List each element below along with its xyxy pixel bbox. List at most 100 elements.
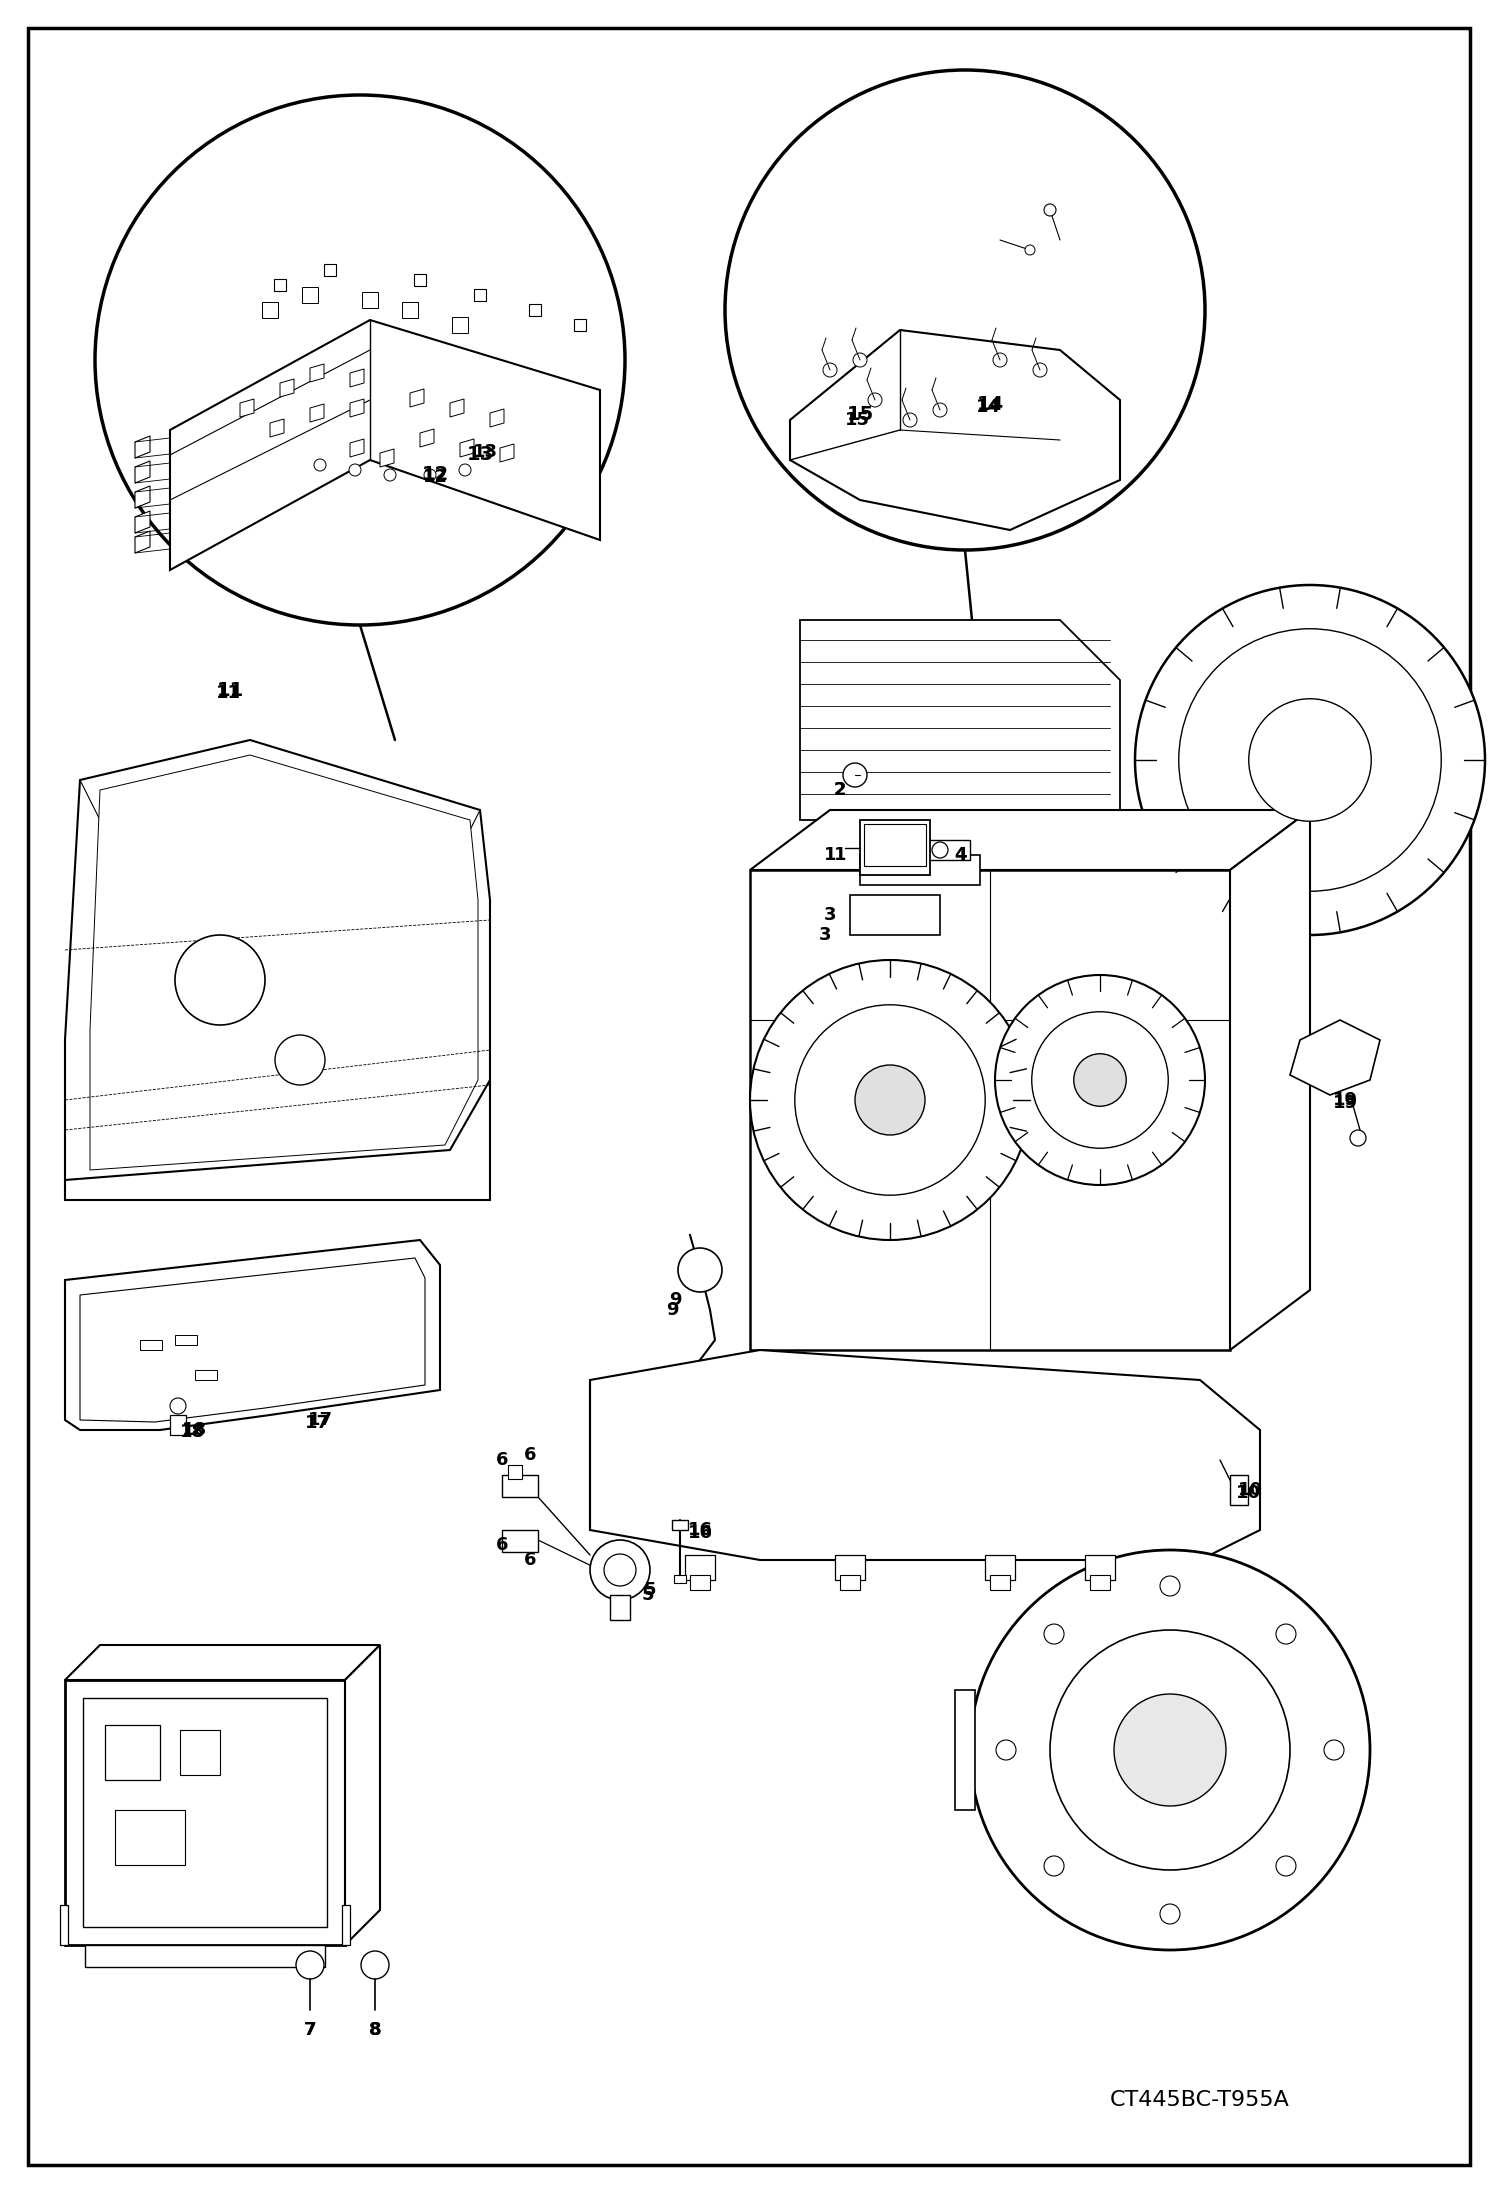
Bar: [82, 1697, 327, 1928]
Bar: [502, 1476, 538, 1498]
Text: 9: 9: [668, 1292, 682, 1309]
Circle shape: [1159, 1577, 1180, 1597]
Circle shape: [349, 465, 361, 476]
Polygon shape: [419, 430, 434, 447]
Bar: [175, 1336, 198, 1344]
Bar: [274, 279, 286, 292]
Circle shape: [852, 353, 867, 366]
Text: 3: 3: [824, 906, 836, 923]
Polygon shape: [169, 320, 601, 570]
Bar: [342, 1906, 351, 1945]
Circle shape: [1032, 1011, 1168, 1149]
Polygon shape: [240, 399, 255, 417]
Circle shape: [932, 842, 948, 857]
Polygon shape: [303, 287, 318, 303]
Text: 5: 5: [641, 1586, 655, 1603]
Bar: [956, 1691, 975, 1809]
Polygon shape: [135, 461, 150, 482]
Circle shape: [94, 94, 625, 625]
Text: 17: 17: [304, 1414, 330, 1432]
Circle shape: [867, 393, 882, 408]
Bar: [324, 263, 336, 276]
Bar: [834, 1555, 864, 1579]
Text: 1: 1: [834, 846, 846, 864]
Text: 4: 4: [954, 846, 966, 864]
Polygon shape: [64, 1239, 440, 1430]
Bar: [139, 1340, 162, 1351]
Polygon shape: [500, 443, 514, 463]
Bar: [691, 1575, 710, 1590]
Text: 18: 18: [180, 1423, 205, 1441]
Polygon shape: [363, 292, 377, 307]
Bar: [860, 820, 930, 875]
Bar: [180, 1730, 220, 1774]
Text: 3: 3: [819, 925, 831, 943]
Bar: [64, 1680, 345, 1945]
Polygon shape: [79, 1259, 425, 1421]
Circle shape: [297, 1952, 324, 1978]
Text: 7: 7: [304, 2022, 316, 2039]
Text: 17: 17: [307, 1410, 333, 1430]
Text: 2: 2: [834, 781, 846, 798]
Text: CT445BC-T955A: CT445BC-T955A: [1110, 2090, 1290, 2110]
Circle shape: [169, 1397, 186, 1414]
Polygon shape: [490, 410, 503, 428]
Text: 16: 16: [688, 1522, 713, 1539]
Bar: [508, 1465, 521, 1478]
Text: 10: 10: [1236, 1485, 1260, 1502]
Bar: [986, 1555, 1016, 1579]
Circle shape: [458, 465, 470, 476]
Circle shape: [822, 364, 837, 377]
Text: 15: 15: [846, 406, 873, 425]
Circle shape: [175, 934, 265, 1024]
Text: 5: 5: [644, 1581, 656, 1599]
Polygon shape: [449, 399, 464, 417]
Text: 6: 6: [524, 1550, 536, 1568]
Circle shape: [1135, 586, 1485, 934]
Polygon shape: [351, 439, 364, 456]
Bar: [115, 1809, 184, 1864]
Polygon shape: [789, 329, 1121, 531]
Circle shape: [679, 1248, 722, 1292]
Circle shape: [933, 404, 947, 417]
Polygon shape: [380, 450, 394, 467]
Text: 11: 11: [216, 680, 244, 700]
Polygon shape: [800, 621, 1121, 820]
Circle shape: [1249, 700, 1371, 820]
Circle shape: [361, 1952, 389, 1978]
Circle shape: [1074, 1055, 1126, 1105]
Text: 12: 12: [421, 465, 448, 485]
Polygon shape: [135, 487, 150, 509]
Polygon shape: [310, 364, 324, 382]
Text: 13: 13: [466, 445, 493, 465]
Bar: [673, 1520, 688, 1531]
Text: 19: 19: [1333, 1094, 1357, 1112]
Circle shape: [1044, 204, 1056, 215]
Bar: [85, 1945, 325, 1967]
Polygon shape: [590, 1351, 1260, 1559]
Text: 6: 6: [524, 1445, 536, 1465]
Bar: [473, 289, 485, 300]
Text: 4: 4: [954, 846, 966, 864]
Text: 18: 18: [183, 1421, 208, 1439]
Bar: [1230, 1476, 1248, 1504]
Circle shape: [424, 469, 436, 480]
Circle shape: [725, 70, 1204, 550]
Text: 14: 14: [975, 397, 1001, 417]
Text: 8: 8: [369, 2022, 382, 2039]
Circle shape: [1179, 629, 1441, 890]
Polygon shape: [90, 754, 478, 1171]
Bar: [870, 840, 971, 860]
Circle shape: [1050, 1629, 1290, 1871]
Text: 10: 10: [1237, 1480, 1263, 1500]
Bar: [105, 1726, 160, 1781]
Circle shape: [1276, 1625, 1296, 1645]
Polygon shape: [310, 404, 324, 421]
Text: 1: 1: [824, 846, 836, 864]
Text: 9: 9: [665, 1300, 679, 1318]
Circle shape: [383, 469, 395, 480]
Text: 2: 2: [834, 781, 846, 798]
Polygon shape: [1230, 809, 1309, 1351]
Polygon shape: [64, 739, 490, 1180]
Polygon shape: [135, 436, 150, 458]
